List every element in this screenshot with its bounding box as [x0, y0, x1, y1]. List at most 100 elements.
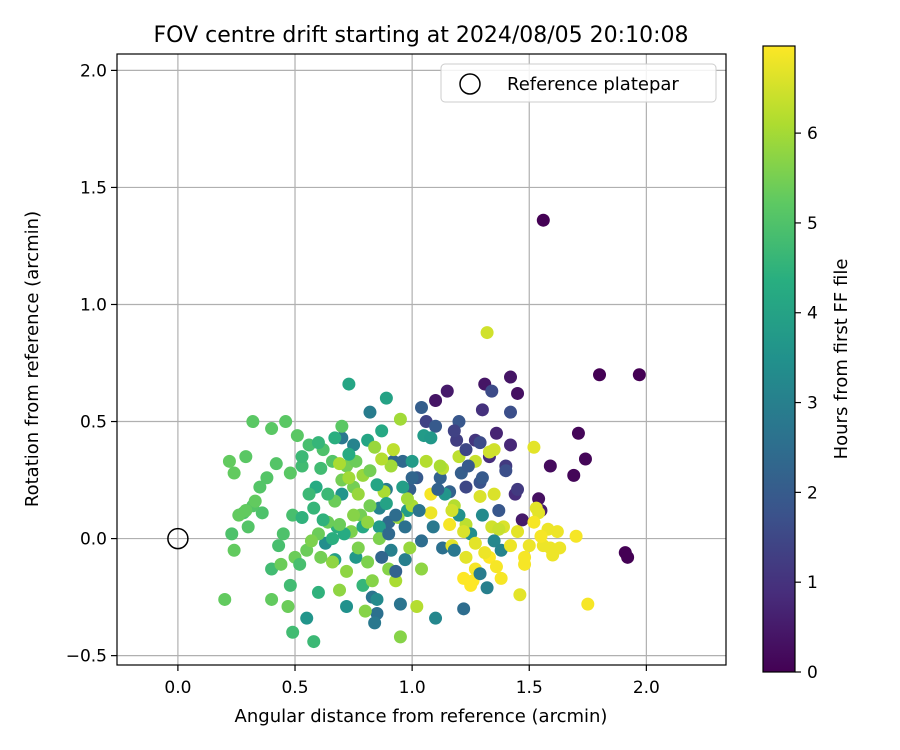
legend-box: [440, 63, 717, 103]
data-point: [403, 541, 417, 555]
data-point: [457, 525, 471, 539]
data-point: [241, 520, 255, 534]
colorbar: 0 1 2 3 4 5 6 Hours from first FF file: [762, 45, 852, 683]
data-point: [400, 492, 414, 506]
data-point: [480, 326, 494, 340]
colorbar-tick-label: 4: [807, 304, 818, 324]
x-axis-label: Angular distance from reference (arcmin): [235, 706, 608, 727]
data-point: [295, 511, 309, 525]
reference-platepar-marker: [167, 527, 189, 550]
data-point: [300, 611, 314, 625]
data-point: [473, 567, 487, 581]
data-point: [333, 457, 347, 471]
data-point: [283, 578, 297, 592]
data-point: [272, 539, 286, 553]
data-point: [504, 405, 518, 419]
data-point: [358, 604, 372, 618]
y-tick-label: 0.5: [80, 413, 107, 433]
data-point: [492, 522, 506, 536]
plot-frame: [116, 53, 727, 666]
data-point: [379, 391, 393, 405]
data-point: [415, 562, 428, 576]
data-point: [227, 543, 241, 557]
data-point: [246, 415, 260, 429]
data-point: [225, 527, 239, 541]
colorbar-tick-label: 5: [807, 214, 818, 234]
data-point: [424, 506, 438, 520]
chart-title: FOV centre drift starting at 2024/08/05 …: [154, 23, 689, 48]
data-point: [222, 454, 236, 468]
data-point: [363, 499, 377, 513]
data-point: [269, 457, 283, 471]
data-point: [550, 525, 564, 539]
data-point: [239, 450, 253, 464]
data-point: [361, 515, 375, 529]
data-point: [386, 443, 400, 457]
data-point: [487, 443, 501, 457]
data-point: [459, 443, 473, 457]
colorbar-tick-label: 2: [807, 483, 818, 503]
data-point: [405, 471, 419, 485]
data-point: [255, 506, 269, 520]
data-point: [504, 370, 518, 384]
data-point: [487, 534, 501, 548]
y-tick-label: 0.0: [80, 530, 107, 550]
data-point: [487, 487, 501, 501]
x-tick-label: 0.0: [164, 678, 191, 698]
data-point: [304, 534, 318, 548]
data-point: [375, 452, 389, 466]
data-point: [494, 571, 508, 585]
colorbar-gradient: [762, 45, 796, 673]
colorbar-tick-label: 6: [807, 124, 818, 144]
data-point: [351, 487, 365, 501]
data-point: [286, 625, 300, 639]
data-point: [347, 508, 361, 522]
data-point: [325, 532, 339, 546]
data-point: [398, 520, 412, 534]
data-point: [424, 431, 438, 445]
legend-label: Reference platepar: [507, 74, 679, 95]
data-point: [396, 454, 410, 468]
data-point: [405, 454, 419, 468]
colorbar-ticks: 0 1 2 3 4 5 6: [795, 124, 818, 683]
data-point: [393, 412, 407, 426]
y-tick-label: 2.0: [80, 61, 107, 81]
data-point: [295, 459, 309, 473]
data-point: [333, 518, 347, 532]
data-point: [316, 513, 330, 527]
data-point: [307, 635, 321, 649]
y-tick-label: −0.5: [66, 647, 107, 667]
data-point: [265, 592, 279, 606]
data-point: [342, 377, 356, 391]
data-point: [511, 525, 525, 539]
data-point: [342, 447, 356, 461]
x-tick-label: 1.0: [399, 678, 426, 698]
data-point: [363, 405, 377, 419]
data-point: [370, 478, 384, 492]
data-point: [527, 440, 541, 454]
data-point: [283, 466, 297, 480]
scatter-points: [218, 213, 646, 649]
data-point: [333, 583, 347, 597]
data-point: [276, 527, 290, 541]
data-point: [389, 574, 403, 588]
data-point: [379, 496, 393, 510]
x-tick-label: 2.0: [633, 678, 660, 698]
data-point: [492, 503, 506, 517]
x-axis: 0.0 0.5 1.0 1.5 2.0: [164, 665, 660, 698]
x-tick-label: 1.5: [516, 678, 543, 698]
data-point: [314, 461, 328, 475]
data-point: [384, 459, 398, 473]
data-point: [279, 415, 293, 429]
data-point: [361, 555, 375, 569]
data-point: [543, 459, 557, 473]
data-point: [457, 571, 471, 585]
data-point: [412, 503, 426, 517]
legend: Reference platepar: [440, 63, 717, 103]
data-point: [536, 213, 550, 227]
data-point: [218, 592, 232, 606]
colorbar-tick-label: 0: [807, 663, 818, 683]
data-point: [426, 520, 440, 534]
data-point: [504, 438, 518, 452]
data-point: [447, 543, 461, 557]
